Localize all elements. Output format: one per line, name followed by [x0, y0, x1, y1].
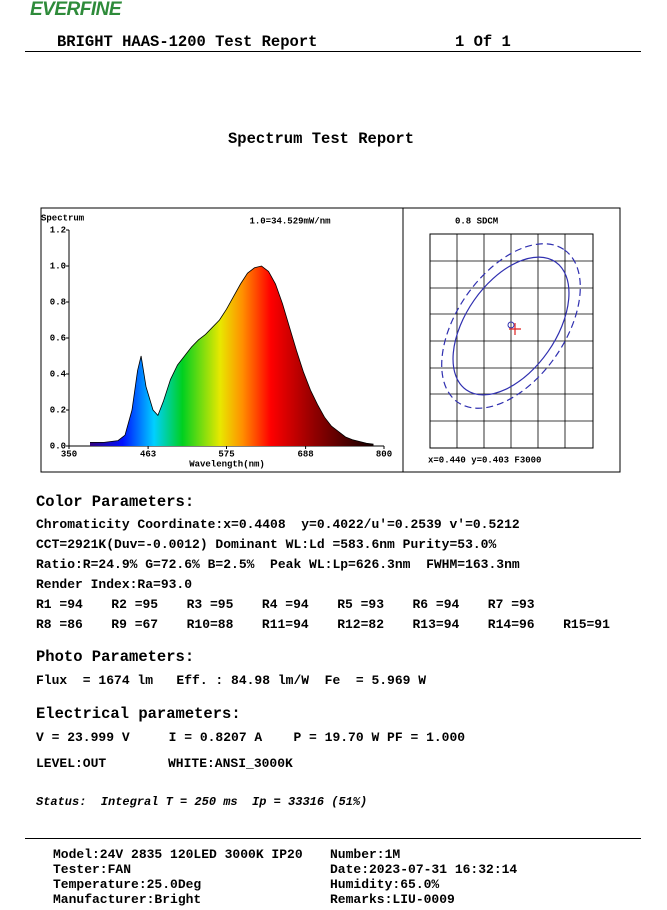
footer-field: Manufacturer:Bright — [53, 892, 202, 907]
render-value: R2 =95 — [111, 597, 159, 612]
param-line: Chromaticity Coordinate:x=0.4408 y=0.402… — [36, 517, 520, 532]
x-tick-label: 463 — [140, 449, 156, 459]
section-heading: Electrical parameters: — [36, 705, 241, 723]
y-tick-label: 1.0 — [50, 261, 66, 271]
render-value: R4 =94 — [261, 597, 309, 612]
param-line: Ratio:R=24.9% G=72.6% B=2.5% Peak WL:Lp=… — [36, 557, 520, 572]
footer-field: Model:24V 2835 120LED 3000K IP20 — [53, 847, 303, 862]
x-tick-label: 688 — [297, 449, 313, 459]
render-value: R15=91 — [563, 617, 610, 632]
spectrum-fill — [90, 266, 374, 446]
footer-field: Humidity:65.0% — [330, 877, 440, 892]
render-value: R11=94 — [261, 617, 309, 632]
chart: Spectrum 1.0=34.529mW/nm Wavelength(nm) … — [40, 207, 621, 473]
y-tick-label: 0.8 — [50, 297, 66, 307]
y-tick-label: 0.6 — [50, 333, 66, 343]
footer-field: Tester:FAN — [53, 862, 132, 877]
level: LEVEL:OUT — [36, 756, 107, 771]
status: Status: Integral T = 250 ms Ip = 33316 (… — [36, 795, 368, 809]
footer-field: Number:1M — [330, 847, 401, 862]
sdcm-title: 0.8 SDCM — [455, 216, 498, 226]
annotation: 1.0=34.529mW/nm — [249, 216, 331, 226]
param-line: CCT=2921K(Duv=-0.0012) Dominant WL:Ld =5… — [36, 537, 497, 552]
section-heading: Photo Parameters: — [36, 648, 195, 666]
x-tick-label: 575 — [218, 449, 234, 459]
render-value: R12=82 — [337, 617, 384, 632]
report-header: BRIGHT HAAS-1200 Test Report — [57, 33, 318, 51]
y-tick-label: 0.4 — [50, 369, 67, 379]
render-value: R5 =93 — [337, 597, 384, 612]
rule — [25, 838, 641, 839]
footer-field: Temperature:25.0Deg — [53, 877, 202, 892]
y-axis-title: Spectrum — [41, 213, 85, 223]
rule — [25, 51, 641, 52]
render-value: R3 =95 — [186, 597, 234, 612]
spectrum-line — [90, 265, 374, 445]
center-point — [507, 321, 515, 329]
x-tick-label: 800 — [376, 449, 392, 459]
y-tick-label: 0.2 — [50, 405, 66, 415]
plot: 0.0 0.2 0.4 0.6 0.8 1.0 1.2 350 463 575 688 800 — [50, 225, 392, 459]
sdcm-ellipse-outer — [441, 243, 581, 409]
render-value: R9 =67 — [111, 617, 159, 632]
report-title: Spectrum Test Report — [228, 130, 415, 148]
logo: EVERFINE — [30, 0, 122, 20]
param-line: Render Index:Ra=93.0 — [36, 577, 193, 592]
render-value: R1 =94 — [36, 597, 83, 612]
param-line: Flux = 1674 lm Eff. : 84.98 lm/W Fe = 5.… — [36, 673, 427, 688]
page-number: 1 Of 1 — [455, 33, 511, 51]
render-value: R7 =93 — [487, 597, 535, 612]
x-axis-title: Wavelength(nm) — [189, 459, 265, 469]
render-value: R14=96 — [487, 617, 535, 632]
measured-point — [509, 323, 521, 335]
x-tick-label: 350 — [61, 449, 77, 459]
param-line: V = 23.999 V I = 0.8207 A P = 19.70 W PF… — [36, 730, 466, 745]
render-value: R10=88 — [186, 617, 234, 632]
section-heading: Color Parameters: — [36, 493, 195, 511]
sdcm-coords: x=0.440 y=0.403 F3000 — [428, 455, 541, 465]
y-tick-label: 0.0 — [50, 441, 66, 451]
render-value: R13=94 — [412, 617, 460, 632]
sdcm-diagram: 0.8 SDCM x=0.440 y=0.403 F3000 — [428, 216, 594, 465]
chart-frame — [40, 207, 621, 473]
white: WHITE:ANSI_3000K — [168, 756, 293, 771]
render-value: R6 =94 — [412, 597, 460, 612]
footer-field: Date:2023-07-31 16:32:14 — [330, 862, 518, 877]
render-value: R8 =86 — [36, 617, 83, 632]
y-tick-label: 1.2 — [50, 225, 66, 235]
sdcm-grid — [430, 234, 593, 448]
sdcm-ellipse — [452, 256, 570, 396]
footer-field: Remarks:LIU-0009 — [330, 892, 455, 907]
